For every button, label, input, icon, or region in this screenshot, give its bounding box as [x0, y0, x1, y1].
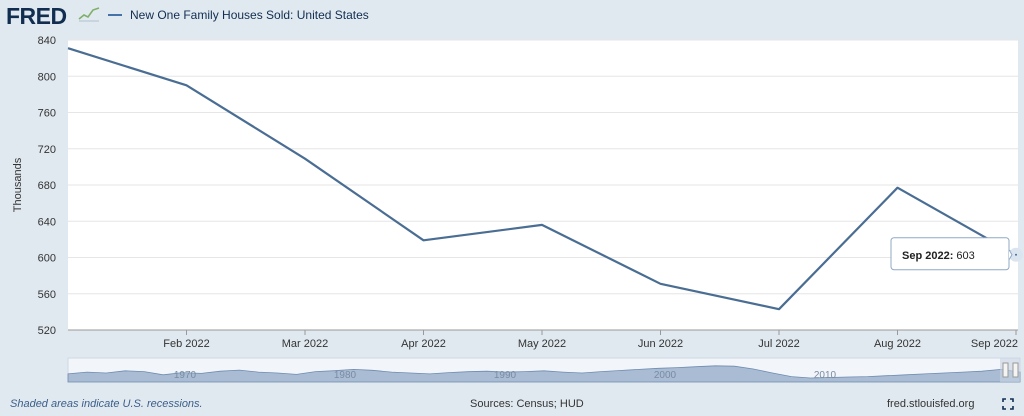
tooltip-value: 603 — [956, 250, 974, 262]
navigator-label: 1980 — [334, 370, 357, 381]
logo-graph-icon — [78, 7, 100, 22]
sources-text: Sources: Census; HUD — [470, 398, 584, 410]
x-tick-label: Mar 2022 — [282, 338, 328, 350]
range-navigator[interactable]: 1970 1980 1990 2000 2010 — [67, 357, 1021, 383]
legend[interactable]: New One Family Houses Sold: United State… — [108, 8, 369, 22]
series-line — [67, 47, 1017, 311]
x-axis-ticks: Feb 2022 Mar 2022 Apr 2022 May 2022 Jun 2022… — [68, 329, 1018, 350]
fred-logo[interactable]: FRED — [6, 3, 67, 29]
tooltip-date: Sep 2022: — [902, 250, 956, 262]
x-tick-label: May 2022 — [518, 338, 566, 350]
navigator-handle[interactable] — [1012, 362, 1019, 378]
y-tick-label: 560 — [38, 289, 56, 301]
line-chart: 520 560 600 640 680 720 760 800 840 Feb 2022 Mar … — [12, 35, 1023, 383]
x-tick-label: Jul 2022 — [758, 338, 800, 350]
chart-header: FRED New One Family Houses Sold: United … — [0, 0, 1024, 30]
y-tick-label: 840 — [38, 35, 56, 47]
y-axis-label: Thousands — [12, 157, 24, 212]
tooltip-text: Sep 2022: 603 — [902, 250, 975, 262]
navigator-series — [67, 365, 1021, 383]
y-tick-label: 520 — [38, 325, 56, 337]
data-point[interactable] — [1009, 247, 1023, 262]
x-tick-label: Aug 2022 — [874, 338, 921, 350]
tooltip: Sep 2022: 603 — [890, 237, 1013, 271]
site-link[interactable]: fred.stlouisfed.org — [887, 398, 975, 410]
x-tick-label: Apr 2022 — [401, 338, 446, 350]
recession-note: Shaded areas indicate U.S. recessions. — [10, 398, 203, 410]
navigator-label: 1970 — [174, 370, 197, 381]
navigator-label: 2000 — [654, 370, 677, 381]
y-tick-label: 680 — [38, 180, 56, 192]
tooltip-pointer — [1008, 249, 1013, 261]
y-axis-ticks: 520 560 600 640 680 720 760 800 840 — [38, 35, 56, 337]
navigator-label: 2010 — [814, 370, 837, 381]
legend-label: New One Family Houses Sold: United State… — [130, 8, 369, 22]
y-tick-label: 640 — [38, 216, 56, 228]
legend-swatch — [108, 14, 122, 16]
x-tick-label: Feb 2022 — [163, 338, 209, 350]
y-tick-label: 720 — [38, 144, 56, 156]
y-tick-label: 600 — [38, 253, 56, 265]
y-tick-label: 760 — [38, 108, 56, 120]
navigator-label: 1990 — [494, 370, 517, 381]
x-tick-label: Sep 2022 — [971, 338, 1018, 350]
y-tick-label: 800 — [38, 71, 56, 83]
x-tick-label: Jun 2022 — [638, 338, 683, 350]
navigator-handle[interactable] — [1002, 362, 1009, 378]
fullscreen-icon[interactable] — [1002, 398, 1014, 410]
